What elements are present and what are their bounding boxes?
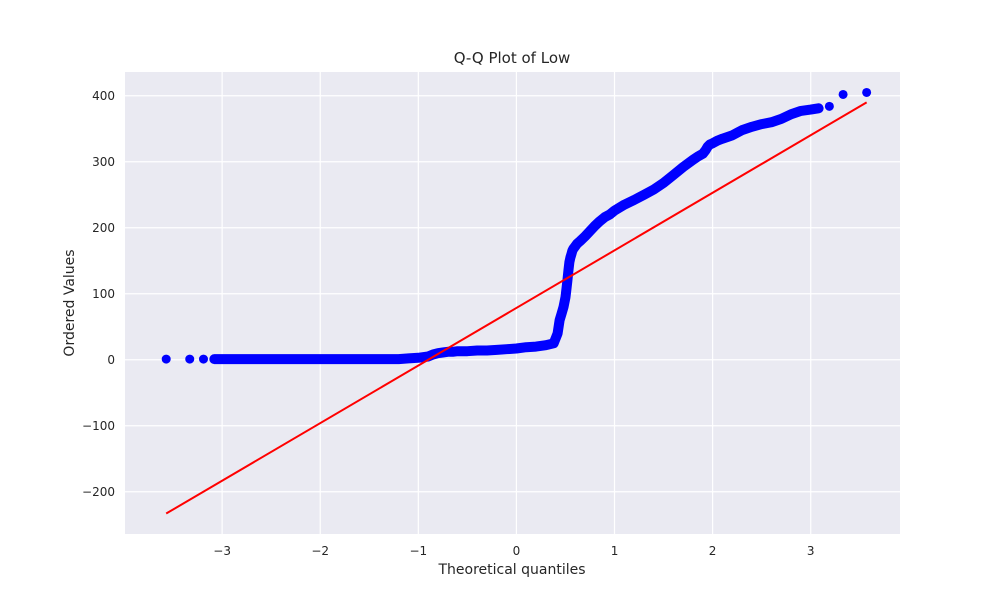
data-point <box>814 103 824 113</box>
x-tick-labels: −3 −2 −1 0 1 2 3 <box>213 544 814 558</box>
data-point <box>649 184 659 194</box>
data-point <box>717 134 727 144</box>
data-point <box>237 354 247 364</box>
data-point <box>462 346 472 356</box>
data-point <box>296 354 306 364</box>
data-point <box>227 354 237 364</box>
data-point <box>502 344 512 354</box>
data-point <box>374 354 384 364</box>
y-tick-label: 300 <box>92 155 115 169</box>
data-point <box>668 170 678 180</box>
data-points <box>161 87 872 365</box>
y-tick-label: 400 <box>92 89 115 103</box>
x-axis-label: Theoretical quantiles <box>437 562 585 578</box>
data-point <box>659 178 669 188</box>
data-point <box>413 353 423 363</box>
data-point <box>862 87 872 97</box>
data-point <box>561 283 571 293</box>
data-point <box>727 130 737 140</box>
data-point <box>824 101 834 111</box>
data-point <box>521 342 531 352</box>
y-tick-label: −200 <box>82 485 115 499</box>
data-point <box>492 345 502 355</box>
data-point <box>472 346 482 356</box>
data-point <box>404 353 414 363</box>
data-point <box>786 109 796 119</box>
data-point <box>185 354 195 364</box>
data-point <box>796 106 806 116</box>
x-tick-label: −2 <box>311 544 329 558</box>
grid-lines <box>125 72 900 534</box>
data-point <box>217 354 227 364</box>
y-axis-label: Ordered Values <box>62 249 78 356</box>
data-point <box>276 354 286 364</box>
data-point <box>482 346 492 356</box>
y-tick-label: 200 <box>92 221 115 235</box>
data-point <box>256 354 266 364</box>
data-point <box>209 354 219 364</box>
data-point <box>549 338 559 348</box>
data-point <box>766 117 776 127</box>
data-point <box>161 354 171 364</box>
data-point <box>559 302 569 312</box>
data-point <box>354 354 364 364</box>
data-point <box>315 354 325 364</box>
data-point <box>553 328 563 338</box>
data-point <box>610 206 620 216</box>
data-point <box>806 105 816 115</box>
y-tick-label: 100 <box>92 287 115 301</box>
plot-area <box>125 72 900 534</box>
x-tick-label: 1 <box>611 544 619 558</box>
y-tick-label: 0 <box>107 353 115 367</box>
data-point <box>639 190 649 200</box>
data-point <box>838 89 848 99</box>
data-point <box>511 344 521 354</box>
data-point <box>737 125 747 135</box>
reference-line-group <box>165 101 868 515</box>
data-point <box>629 195 639 205</box>
chart-title: Q-Q Plot of Low <box>454 49 571 67</box>
data-point <box>678 162 688 172</box>
x-tick-label: 0 <box>513 544 521 558</box>
data-point <box>453 346 463 356</box>
data-point <box>757 119 767 129</box>
data-point <box>563 266 573 276</box>
reference-line <box>165 101 868 515</box>
data-point <box>541 340 551 350</box>
y-tick-labels: −200 −100 0 100 200 300 400 <box>82 89 115 499</box>
y-tick-label: −100 <box>82 419 115 433</box>
data-point <box>531 342 541 352</box>
x-tick-label: 2 <box>709 544 717 558</box>
x-tick-label: −3 <box>213 544 231 558</box>
data-point <box>776 114 786 124</box>
data-point <box>198 354 208 364</box>
x-tick-label: −1 <box>409 544 427 558</box>
x-tick-label: 3 <box>807 544 815 558</box>
data-point <box>335 354 345 364</box>
data-point <box>394 354 404 364</box>
data-point <box>560 292 570 302</box>
data-point <box>619 200 629 210</box>
data-point <box>747 122 757 132</box>
